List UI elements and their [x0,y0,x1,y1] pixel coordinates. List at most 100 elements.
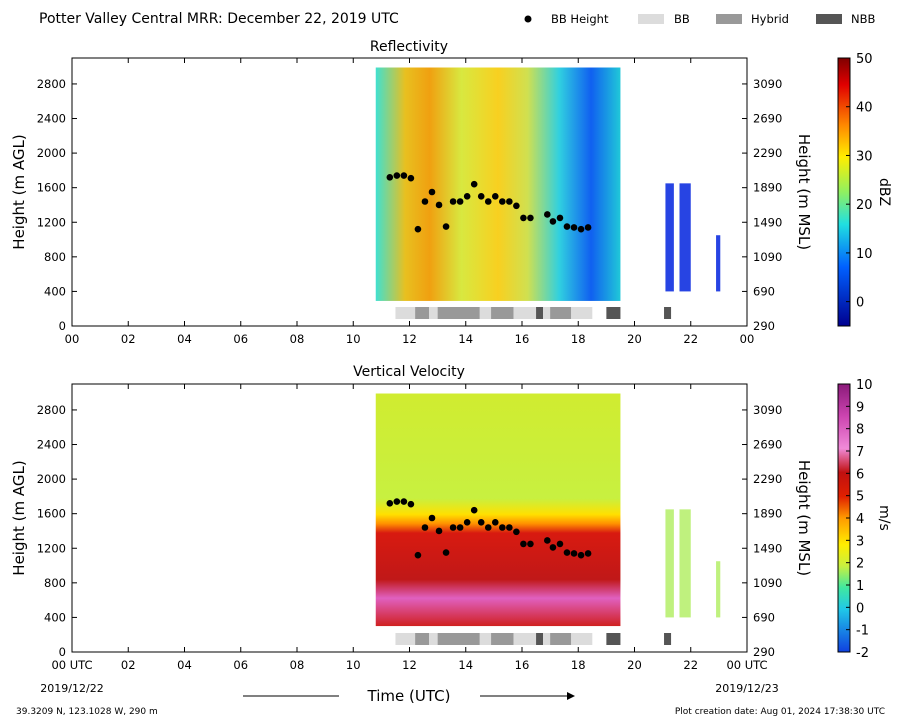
legend-nbb-label: NBB [851,12,875,26]
right-arrow-head-icon [567,692,575,700]
y-tick-label: 800 [44,250,66,264]
bb-height-point [520,540,527,548]
regime-segment-nbb [664,633,672,645]
bb-height-point [393,498,401,505]
colorbar-tick-label: 30 [856,149,873,164]
bb-height-point [470,506,478,514]
bb-height-point [506,524,513,531]
reflectivity-x-ticks: 00 02 04 06 08 10 12 14 16 18 20 22 00 [65,58,754,346]
regime-segment-bb [479,307,492,319]
legend-bb-height-label: BB Height [551,12,609,26]
regime-segment-bb [543,633,551,645]
x-tick-label: 18 [571,332,586,346]
bb-height-point [584,224,592,231]
velocity-y-ticks-left: 0 400 800 1200 1600 2000 2400 2800 [37,403,77,659]
bb-height-point [570,224,578,231]
y-tick-label: 1600 [37,181,66,195]
regime-segment-bb [395,633,416,645]
y-tick-label: 400 [44,610,66,624]
bb-height-point [563,223,571,230]
x-tick-label: 16 [515,332,530,346]
x-tick-label: 04 [177,332,192,346]
bb-height-point [484,524,492,531]
bb-height-point [491,193,499,200]
reflectivity-ylabel-right: Height (m MSL) [795,134,813,250]
x-tick-label: 20 [627,658,642,672]
y-tick-label: 0 [59,319,66,333]
refl-isolated-echo [716,235,721,292]
figure-title: Potter Valley Central MRR: December 22, … [39,11,399,27]
y-right-tick-label: 690 [753,284,775,298]
bb-height-point [513,528,520,536]
bb-height-point [544,537,551,544]
bb-height-point [386,500,394,507]
bb-height-point [400,172,408,179]
bb-height-point [407,500,415,508]
end-date-label: 2019/12/23 [715,682,778,695]
y-right-tick-label: 1090 [753,250,782,264]
regime-segment-hybrid [491,633,514,645]
velocity-x-ticks: 00 UTC 02 04 06 08 10 12 14 16 18 20 22 00 UTC [51,384,768,672]
y-right-tick-label: 1890 [753,507,782,521]
regime-segment-hybrid [491,307,514,319]
bb-height-point [520,214,527,222]
bb-height-point [428,514,436,522]
bb-height-point [556,540,564,548]
bb-height-point [456,198,464,205]
bb-height-point [470,180,478,188]
bb-height-point [491,519,499,526]
x-tick-label: 02 [121,332,136,346]
x-tick-label: 22 [683,332,698,346]
velocity-colorbar-label: m/s [876,505,892,531]
bb-height-point [393,172,401,179]
bb-height-point [549,218,557,225]
bb-height-point [584,550,592,557]
colorbar-tick-label: -1 [856,624,869,639]
regime-segment-bb [429,633,438,645]
x-tick-label: 04 [177,658,192,672]
colorbar-tick-label: 1 [856,579,864,594]
x-tick-label: 02 [121,658,136,672]
bb-height-point [435,201,443,209]
bb-height-point [463,519,471,526]
colorbar-tick-label: 0 [856,601,864,616]
bb-height-point [556,214,564,222]
regime-segment-bb [571,307,593,319]
regime-segment-hybrid [415,633,430,645]
y-tick-label: 2400 [37,438,66,452]
refl-isolated-echo [665,183,674,292]
y-right-tick-label: 2690 [753,112,782,126]
x-tick-label: 12 [402,658,417,672]
bb-height-point [544,211,551,218]
bb-height-point [421,524,429,531]
x-tick-label: 08 [290,658,305,672]
y-tick-label: 2800 [37,77,66,91]
x-tick-label: 06 [233,332,248,346]
time-axis-label-group: Time (UTC) [243,687,575,705]
colorbar-tick-label: 4 [856,512,864,527]
x-tick-label: 08 [290,332,305,346]
y-right-tick-label: 2290 [753,146,782,160]
bb-height-point [570,550,578,557]
regime-segment-bb [543,307,551,319]
bb-height-point [549,544,557,551]
bb-height-point [407,174,415,182]
reflectivity-colorbar-ticks: 50 40 30 20 10 0 [846,52,873,311]
reflectivity-colorbar-label: dBZ [876,178,892,206]
bb-height-point [400,498,408,505]
regime-segment-hybrid [437,307,480,319]
x-tick-label: 00 UTC [51,658,92,672]
regime-segment-nbb [536,633,544,645]
bb-legend-swatch [638,14,664,24]
colorbar-tick-label: 10 [856,247,873,262]
colorbar-tick-label: 10 [856,378,873,393]
refl-isolated-echo [679,183,691,292]
y-right-tick-label: 690 [753,610,775,624]
colorbar-tick-label: -2 [856,646,869,661]
velocity-field [375,393,721,627]
y-tick-label: 2400 [37,112,66,126]
bb-height-point [477,193,485,200]
nbb-legend-swatch [816,14,842,24]
start-date-label: 2019/12/22 [40,682,103,695]
vel-echo-region [375,393,621,627]
